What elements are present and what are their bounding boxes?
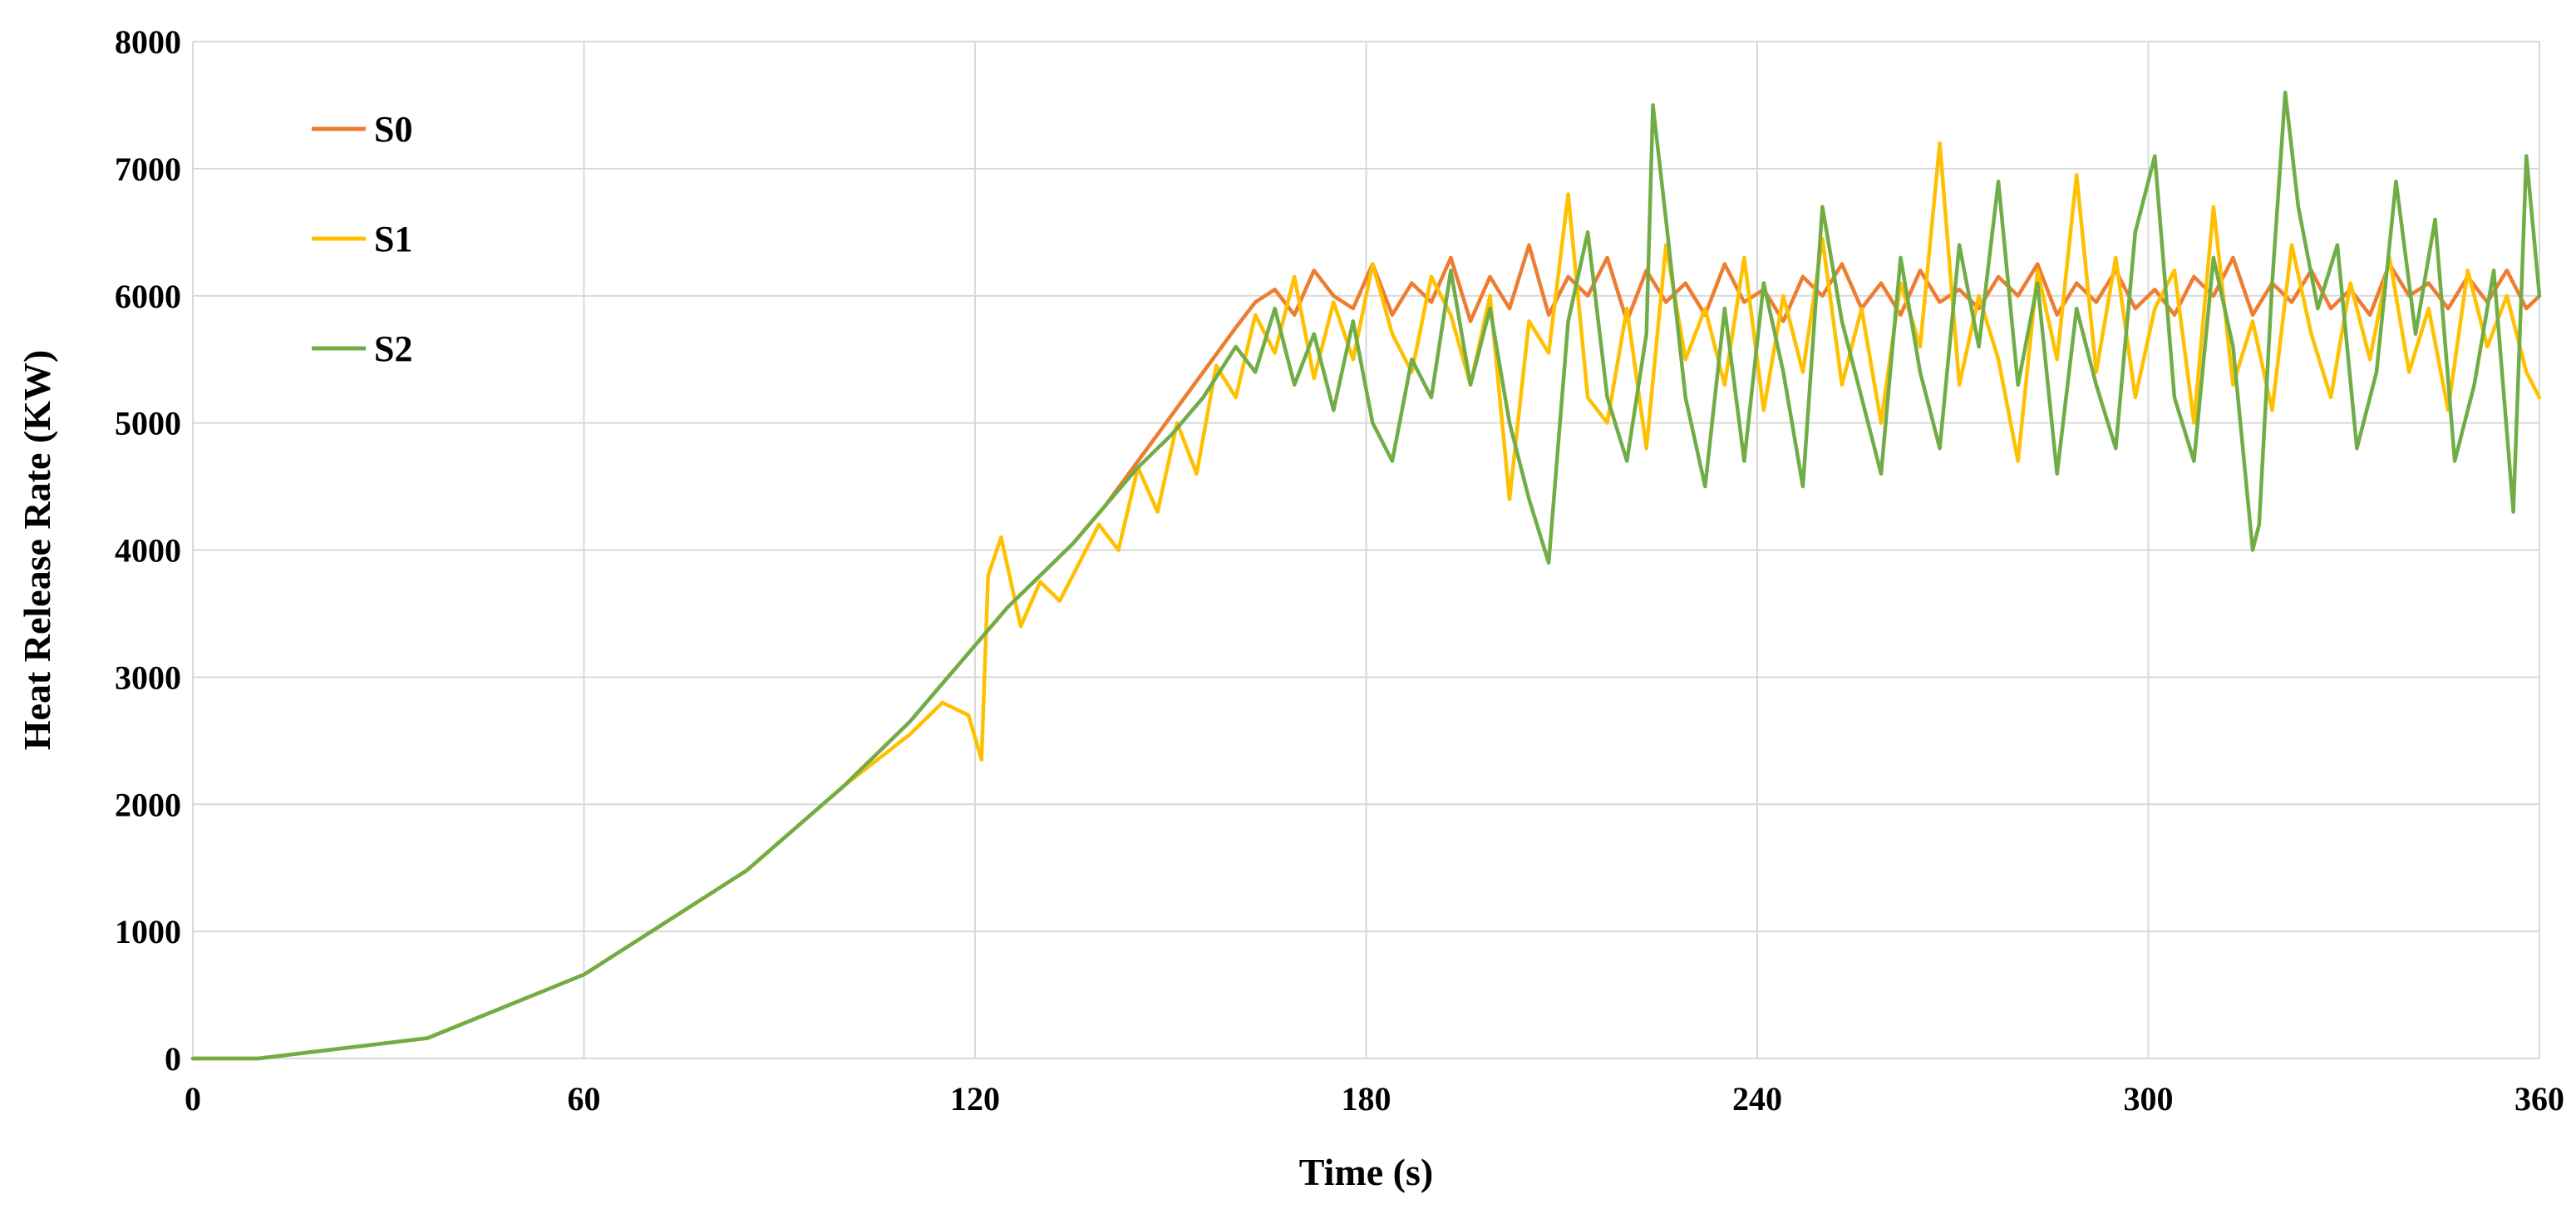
series-line-s2 <box>190 90 2542 1061</box>
x-tick-label: 120 <box>950 1080 1000 1118</box>
x-axis-title: Time (s) <box>1299 1151 1433 1193</box>
y-tick-labels: 0 1000 2000 3000 4000 5000 6000 7000 8000 <box>115 23 181 1078</box>
x-tick-label: 180 <box>1342 1080 1391 1118</box>
x-tick-label: 60 <box>568 1080 601 1118</box>
series-line-s1 <box>190 141 2542 1061</box>
x-tick-labels: 0 60 120 180 240 300 360 <box>185 1080 2564 1118</box>
y-tick-label: 7000 <box>115 151 181 188</box>
y-tick-label: 3000 <box>115 659 181 696</box>
y-tick-label: 1000 <box>115 913 181 950</box>
series-line-s0 <box>190 243 2542 1061</box>
x-tick-label: 360 <box>2514 1080 2564 1118</box>
legend-label-s0: S0 <box>374 109 412 150</box>
grid <box>192 41 2540 1059</box>
x-tick-label: 240 <box>1732 1080 1782 1118</box>
y-tick-label: 5000 <box>115 405 181 442</box>
x-tick-label: 0 <box>185 1080 201 1118</box>
y-axis-title: Heat Release Rate (KW) <box>16 350 58 751</box>
series-lines <box>190 90 2542 1061</box>
y-tick-label: 0 <box>165 1040 181 1078</box>
legend-label-s1: S1 <box>374 219 412 259</box>
x-tick-label: 300 <box>2124 1080 2174 1118</box>
y-tick-label: 8000 <box>115 23 181 61</box>
legend-label-s2: S2 <box>374 328 412 369</box>
y-tick-label: 6000 <box>115 278 181 315</box>
y-tick-label: 4000 <box>115 532 181 570</box>
y-tick-label: 2000 <box>115 786 181 823</box>
legend: S0 S1 S2 <box>312 109 412 369</box>
